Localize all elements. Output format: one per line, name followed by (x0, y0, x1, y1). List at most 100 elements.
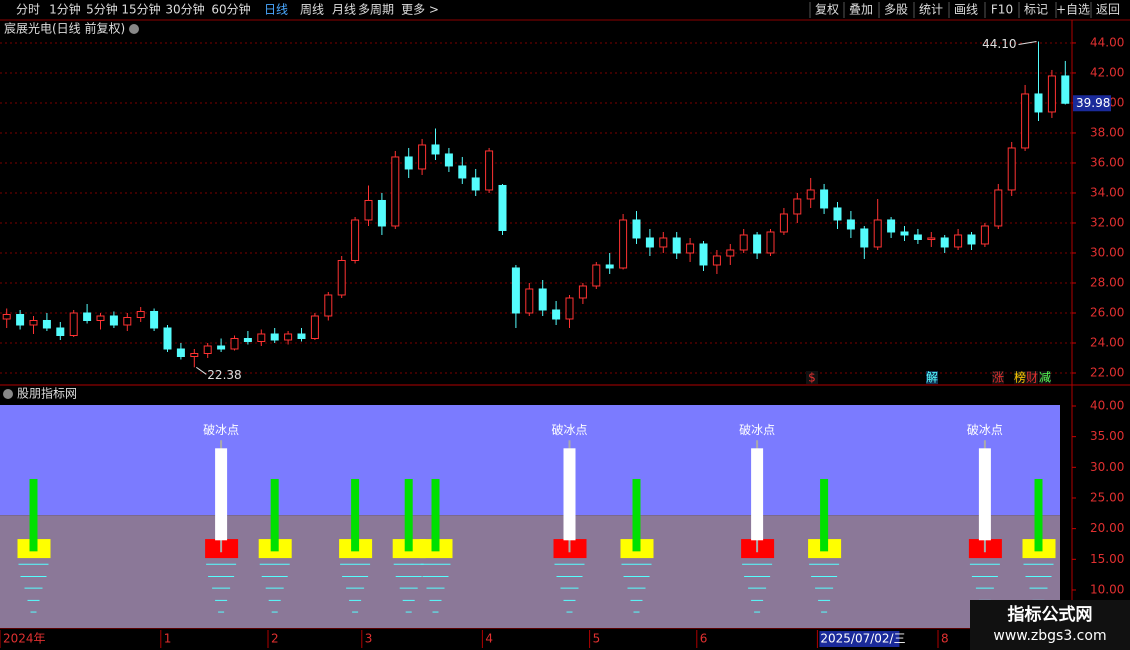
green-bar (351, 478, 360, 552)
candle-body (900, 231, 909, 236)
chart-title: 宸展光电(日线 前复权) (4, 21, 125, 36)
watermark-name: 指标公式网 (1008, 604, 1093, 625)
event-tag[interactable]: 榜 (1014, 370, 1026, 385)
event-tag[interactable]: 减 (1039, 371, 1051, 385)
green-bar (1034, 478, 1043, 552)
ice-label: 破冰点 (551, 422, 587, 437)
candle-body (257, 333, 266, 342)
candle-body (176, 348, 185, 357)
candle-body (485, 150, 494, 191)
toolbar-button[interactable]: 复权 (815, 3, 839, 17)
panel-menu-icon[interactable] (3, 389, 13, 399)
date-label: 4 (485, 632, 493, 646)
candle-body (820, 189, 829, 209)
event-tag[interactable]: 财 (1026, 371, 1038, 385)
period-tab[interactable]: 日线 (264, 3, 288, 17)
candle-body (699, 243, 708, 266)
candle-body (860, 228, 869, 248)
event-tag[interactable]: 解 (926, 371, 938, 385)
candle-body (163, 327, 172, 350)
toolbar-button[interactable]: 标记 (1024, 3, 1048, 17)
candle-body (578, 285, 587, 299)
period-tab[interactable]: 更多 > (401, 3, 439, 17)
period-tab[interactable]: 周线 (300, 3, 324, 17)
candle-body (230, 337, 239, 350)
candle-body (779, 213, 788, 233)
event-tag[interactable]: 涨 (992, 370, 1004, 385)
candle-body (444, 153, 453, 167)
period-tab[interactable]: 多周期 (358, 3, 394, 17)
period-tab[interactable]: 60分钟 (211, 2, 250, 17)
candle-body (619, 219, 628, 269)
watermark-box (970, 600, 1130, 650)
lower-zone (0, 515, 1060, 628)
event-tag[interactable]: $ (808, 371, 816, 385)
high-arrow (1018, 40, 1037, 45)
green-bar (632, 478, 641, 552)
candle-body (552, 309, 561, 320)
last-price-label: 39.98 (1076, 96, 1110, 110)
candle-body (954, 234, 963, 248)
ice-label: 破冰点 (967, 422, 1003, 437)
candle-body (632, 219, 641, 239)
candle-body (404, 156, 413, 170)
period-tab[interactable]: 5分钟 (86, 2, 118, 17)
toolbar-button[interactable]: F10 (991, 3, 1013, 17)
candle-body (351, 219, 360, 261)
title-menu-icon[interactable] (129, 24, 139, 34)
event-tag-bg (1039, 371, 1051, 384)
toolbar-button[interactable]: 返回 (1096, 3, 1120, 17)
green-bar (820, 478, 829, 552)
candle-body (672, 237, 681, 254)
candle-body (364, 199, 373, 221)
period-tab[interactable]: 15分钟 (121, 2, 160, 17)
candle-body (739, 234, 748, 251)
candle-body (203, 345, 212, 354)
y-tick-label: 26.00 (1090, 305, 1124, 319)
candle-body (927, 237, 936, 240)
candle-body (753, 234, 762, 254)
period-tab[interactable]: 月线 (332, 3, 356, 17)
upper-zone (0, 405, 1060, 516)
candle-body (793, 198, 802, 215)
candle-body (1047, 75, 1056, 113)
y-tick-label: 22.00 (1090, 365, 1124, 379)
candle-body (458, 165, 467, 179)
candle-body (310, 315, 319, 339)
date-label: 3 (365, 632, 373, 646)
date-label: 8 (941, 632, 949, 646)
watermark-url: www.zbgs3.com (993, 628, 1106, 644)
last-price-box (1073, 95, 1111, 112)
candle-body (887, 219, 896, 233)
y-tick-label: 40.00 (1090, 398, 1124, 412)
date-label: 2 (271, 632, 279, 646)
y-tick-label: 34.00 (1090, 185, 1124, 199)
low-arrow (196, 366, 207, 375)
candle-body (69, 312, 78, 336)
toolbar-button[interactable]: 叠加 (849, 3, 873, 17)
toolbar-button[interactable]: +自选 (1056, 3, 1090, 17)
y-tick-label: 35.00 (1090, 429, 1124, 443)
candle-body (471, 177, 480, 191)
white-bar (978, 448, 991, 541)
ice-label: 破冰点 (203, 422, 239, 437)
candle-body (686, 243, 695, 254)
candle-body (538, 288, 547, 311)
toolbar-button[interactable]: 多股 (884, 3, 908, 17)
candle-body (150, 310, 159, 329)
period-tab[interactable]: 30分钟 (165, 2, 204, 17)
period-tab[interactable]: 1分钟 (49, 2, 81, 17)
candle-body (109, 315, 118, 326)
candle-body (136, 310, 145, 318)
toolbar-button[interactable]: 画线 (954, 3, 978, 17)
toolbar-button[interactable]: 统计 (919, 3, 943, 17)
date-label: 5 (593, 632, 601, 646)
period-tab[interactable]: 分时 (16, 3, 40, 17)
candle-body (645, 237, 654, 248)
event-tag-bg (1026, 371, 1038, 384)
candle-body (297, 333, 306, 339)
candle-body (1007, 147, 1016, 191)
candle-body (377, 199, 386, 227)
